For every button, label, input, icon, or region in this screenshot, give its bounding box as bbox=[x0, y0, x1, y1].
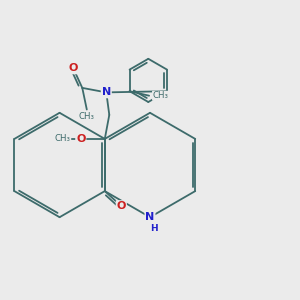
Text: CH₃: CH₃ bbox=[55, 134, 71, 143]
Text: CH₃: CH₃ bbox=[79, 112, 95, 121]
Text: H: H bbox=[150, 224, 158, 233]
Text: CH₃: CH₃ bbox=[152, 91, 169, 100]
Text: O: O bbox=[76, 134, 86, 144]
Text: O: O bbox=[69, 63, 78, 74]
Text: N: N bbox=[146, 212, 154, 222]
Text: N: N bbox=[102, 87, 111, 98]
Text: O: O bbox=[117, 201, 126, 211]
